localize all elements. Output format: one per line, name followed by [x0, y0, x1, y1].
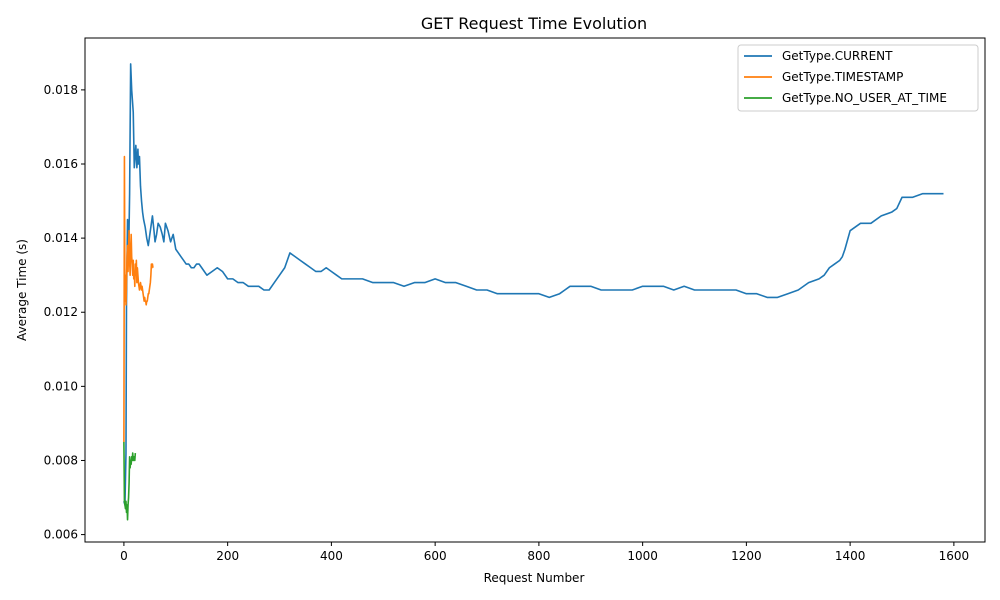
legend-label-0: GetType.CURRENT [782, 49, 893, 63]
series-line-1 [123, 155, 154, 442]
x-tick-label: 1400 [835, 549, 866, 563]
legend-box [737, 44, 979, 112]
x-tick-label: 600 [424, 549, 447, 563]
y-axis-label: Average Time (s) [15, 239, 29, 341]
y-tick-label: 0.014 [44, 231, 78, 245]
y-tick-label: 0.012 [44, 305, 78, 319]
x-axis: 0 200 400 600 800 1000 1200 1400 1600 [120, 542, 969, 563]
x-tick-label: 1600 [939, 549, 970, 563]
chart-title: GET Request Time Evolution [421, 14, 647, 33]
x-tick-label: 200 [216, 549, 239, 563]
x-axis-label: Request Number [484, 571, 585, 585]
x-tick-label: 1200 [731, 549, 762, 563]
x-tick-label: 800 [527, 549, 550, 563]
y-tick-label: 0.016 [44, 157, 78, 171]
legend-label-2: GetType.NO_USER_AT_TIME [782, 91, 947, 105]
series-line-0 [123, 63, 944, 506]
x-tick-label: 400 [320, 549, 343, 563]
y-tick-label: 0.010 [44, 379, 78, 393]
y-tick-label: 0.008 [44, 453, 78, 467]
plot-frame [84, 37, 986, 543]
x-tick-label: 0 [120, 549, 128, 563]
y-axis: 0.006 0.008 0.010 0.012 0.014 0.016 0.018 [44, 83, 85, 542]
legend-label-1: GetType.TIMESTAMP [782, 70, 903, 84]
series-line-2 [123, 441, 137, 521]
y-tick-label: 0.006 [44, 528, 78, 542]
plot-lines [123, 63, 944, 521]
x-tick-label: 1000 [627, 549, 658, 563]
y-tick-label: 0.018 [44, 83, 78, 97]
legend: GetType.CURRENT GetType.TIMESTAMP GetType.… [737, 44, 979, 112]
